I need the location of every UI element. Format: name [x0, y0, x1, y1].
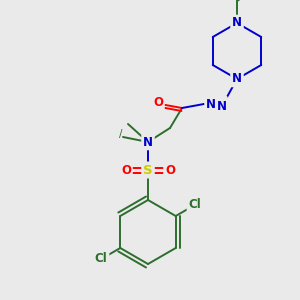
Text: /: / — [119, 129, 123, 139]
Text: NH: NH — [206, 98, 226, 110]
Text: N: N — [232, 16, 242, 29]
Text: N: N — [143, 136, 153, 148]
Text: S: S — [143, 164, 153, 176]
Text: O: O — [165, 164, 175, 176]
Text: N: N — [232, 73, 242, 85]
Text: Cl: Cl — [188, 199, 201, 212]
Text: Cl: Cl — [95, 253, 108, 266]
Text: N: N — [217, 100, 227, 112]
Text: O: O — [153, 95, 163, 109]
Text: O: O — [121, 164, 131, 176]
